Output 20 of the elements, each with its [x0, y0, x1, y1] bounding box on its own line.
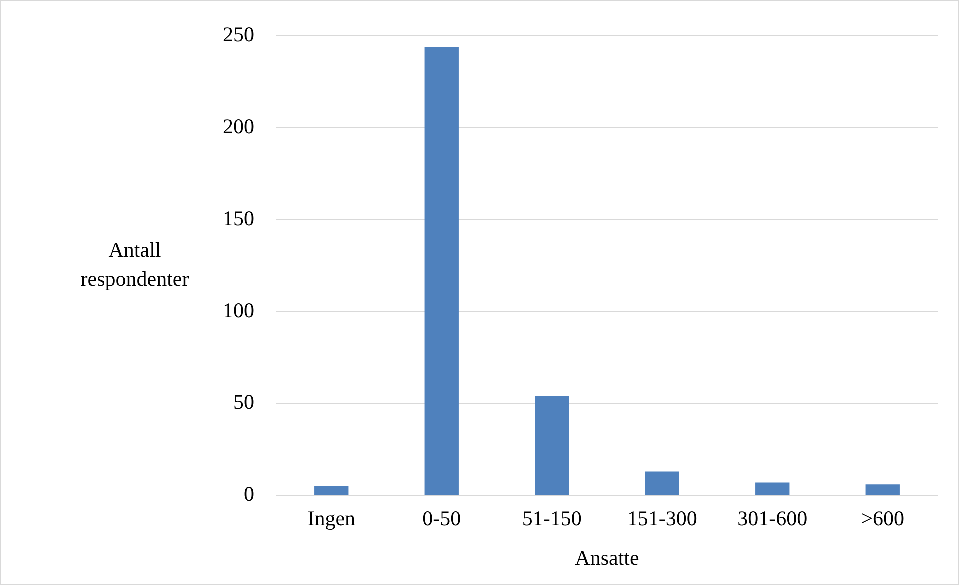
y-tick-label: 150 [223, 206, 254, 230]
y-tick-label: 50 [234, 390, 254, 414]
x-tick-label: 301-600 [738, 506, 808, 531]
x-tick-label: 0-50 [422, 506, 462, 531]
bar [535, 396, 570, 496]
y-tick-label: 200 [223, 114, 254, 138]
bar [424, 47, 459, 496]
x-tick-label: 151-300 [627, 506, 698, 531]
x-axis-title: Ansatte [575, 546, 640, 570]
bar [645, 472, 680, 496]
y-tick-label: 0 [244, 482, 254, 506]
bar [866, 484, 900, 496]
x-tick-label: >600 [861, 506, 905, 531]
y-tick-label: 100 [223, 298, 254, 322]
bar [756, 482, 790, 496]
y-tick-label: 250 [223, 22, 254, 47]
x-tick-label: 51-150 [522, 506, 582, 531]
y-axis-title: Antall respondenter [80, 238, 190, 291]
x-tick-label: Ingen [308, 506, 356, 531]
bar [314, 486, 349, 496]
